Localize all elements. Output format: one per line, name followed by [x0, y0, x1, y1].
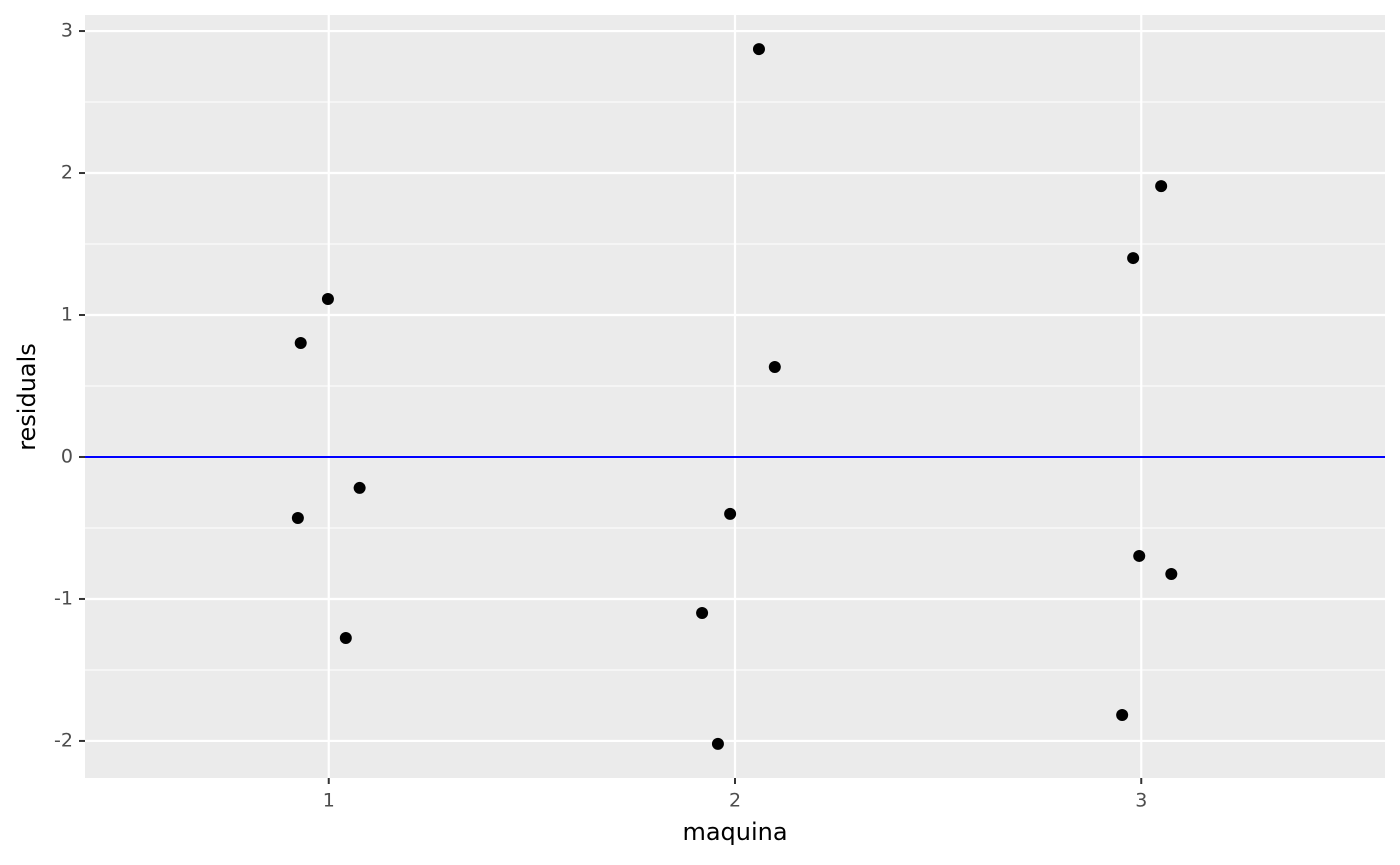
x-tick-label: 3 [1135, 790, 1147, 812]
point [339, 632, 352, 645]
point [696, 607, 709, 620]
x-axis-label: maquina [682, 818, 787, 846]
y-tick-label: -2 [54, 729, 73, 751]
y-tick-label: 1 [61, 304, 73, 326]
point [353, 481, 366, 494]
point [321, 292, 334, 305]
y-tick-label: -1 [54, 587, 73, 609]
x-tick-label: 1 [323, 790, 335, 812]
point [724, 507, 737, 520]
point [752, 43, 765, 56]
point [1165, 567, 1178, 580]
point [711, 737, 724, 750]
point [1127, 252, 1140, 265]
y-axis-label: residuals [13, 343, 41, 451]
y-tick-label: 0 [61, 445, 73, 467]
point [1133, 549, 1146, 562]
point [1155, 180, 1168, 193]
y-tick-label: 2 [61, 162, 73, 184]
x-tick-label: 2 [729, 790, 741, 812]
point [294, 336, 307, 349]
point [291, 512, 304, 525]
point [768, 360, 781, 373]
y-tick-label: 3 [61, 20, 73, 42]
point [1116, 708, 1129, 721]
